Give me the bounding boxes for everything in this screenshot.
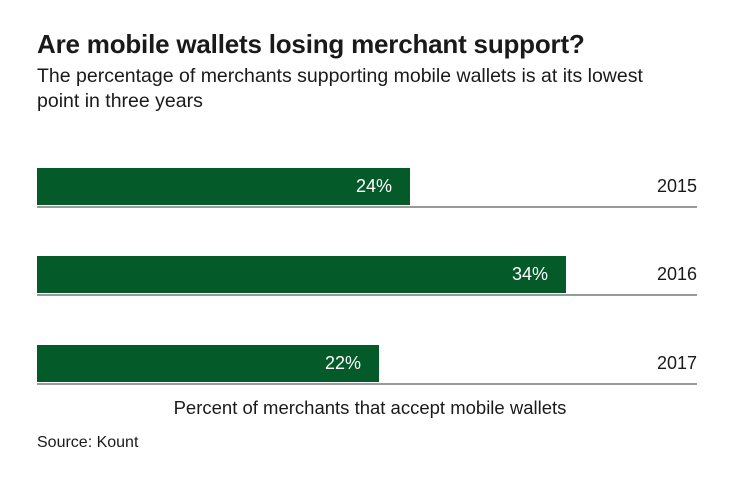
bar-2015: 24% bbox=[37, 168, 410, 205]
bar-row-2016: 34% 2016 bbox=[37, 256, 697, 296]
bar-value-label: 34% bbox=[511, 264, 548, 284]
x-axis-label: Percent of merchants that accept mobile … bbox=[173, 397, 567, 418]
row-divider bbox=[37, 294, 697, 296]
bar-row-2017: 22% 2017 bbox=[37, 345, 697, 385]
source-note: Source: Kount bbox=[37, 434, 139, 451]
bar-value-label: 22% bbox=[324, 353, 361, 373]
bar-2017: 22% bbox=[37, 345, 379, 382]
year-label: 2016 bbox=[656, 264, 697, 284]
bar-row-2015: 24% 2015 bbox=[37, 168, 697, 208]
bar-value-label: 24% bbox=[355, 176, 392, 196]
row-divider bbox=[37, 206, 697, 208]
bar-2016: 34% bbox=[37, 256, 566, 293]
chart-subtitle: The percentage of merchants supporting m… bbox=[37, 65, 643, 112]
year-label: 2015 bbox=[656, 176, 697, 196]
year-label: 2017 bbox=[656, 353, 697, 373]
row-divider bbox=[37, 383, 697, 385]
chart-title: Are mobile wallets losing merchant suppo… bbox=[37, 29, 585, 59]
